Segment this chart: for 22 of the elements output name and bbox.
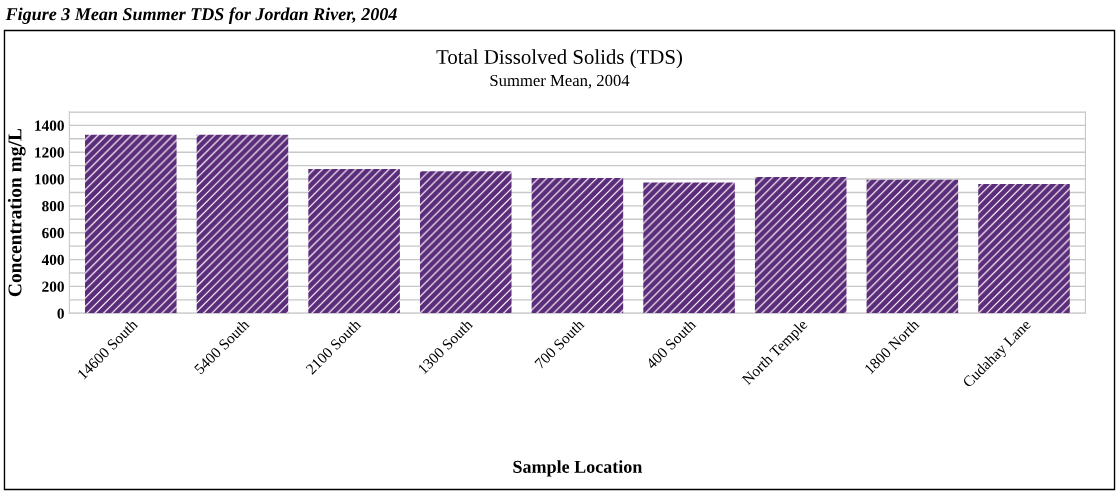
y-tick-label: 1200 [35,147,64,158]
y-tick-label: 1400 [35,120,64,131]
bar [419,171,512,314]
bar [196,134,289,314]
bar [85,134,177,314]
bar [866,179,959,314]
y-tick-label: 400 [41,254,64,266]
x-axis-title: Sample Location [513,460,643,477]
y-tick-label: 200 [42,281,64,292]
bar [754,176,847,314]
y-tick-label: 600 [42,227,64,239]
y-tick-label: 800 [42,201,64,212]
y-tick-label: 0 [57,308,64,319]
y-axis-title: Concentration mg/L [7,128,26,297]
bar [643,182,735,314]
chart-subtitle: Summer Mean, 2004 [490,74,630,89]
y-tick-label: 1000 [35,174,64,185]
chart-title: Total Dissolved Solids (TDS) [436,49,682,69]
bar [308,168,400,314]
caption: Figure 3 Mean Summer TDS for Jordan River, 2004 [5,7,397,24]
bar [978,184,1070,314]
bar [531,178,624,314]
